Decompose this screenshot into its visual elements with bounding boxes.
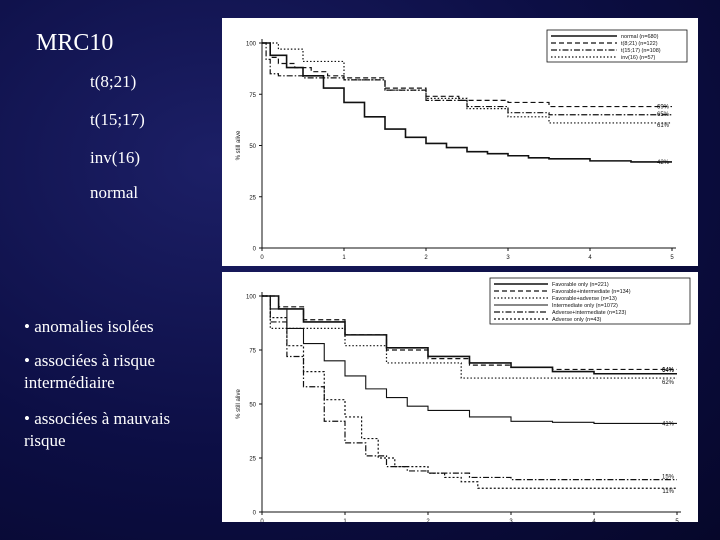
x-tick-label: 2 <box>424 255 428 261</box>
y-axis-label: % still alive <box>236 389 242 419</box>
slide-title: MRC10 <box>36 30 114 56</box>
x-tick-label: 0 <box>260 255 264 261</box>
y-tick-label: 0 <box>253 511 257 517</box>
bullet-intermediate-risk: • associées à risque intermédiaire <box>24 351 156 392</box>
legend-entry-1: Favorable only (n=221) <box>552 282 609 288</box>
y-tick-label: 0 <box>253 247 257 253</box>
survival-chart-top-panel: 0 25 50 75 100 0 1 2 3 4 5 % still alive 42% 69% 65% 61… <box>222 18 698 266</box>
x-tick-label: 3 <box>509 519 513 522</box>
x-tick-label: 0 <box>260 519 264 522</box>
group-label-inv16: inv(16) <box>90 148 141 167</box>
legend-entry-4: Intermediate only (n=1072) <box>552 303 618 309</box>
y-tick-label: 25 <box>249 457 256 463</box>
series-line-1 <box>262 42 672 163</box>
survival-chart-bottom-panel: 0 25 50 75 100 0 1 2 3 4 5% still alive 64% 64% 62% 41… <box>222 272 698 525</box>
y-tick-label: 100 <box>246 42 257 48</box>
legend-box <box>546 29 688 63</box>
series-end-label-3: 62% <box>662 380 675 386</box>
y-tick-label: 25 <box>249 195 256 201</box>
x-tick-label: 1 <box>343 519 347 522</box>
y-tick-label: 75 <box>249 349 256 355</box>
y-tick-label: 50 <box>249 403 256 409</box>
series-line-6 <box>262 295 677 489</box>
legend-entry-2: t(8;21) (n=122) <box>621 41 658 47</box>
legend-entry-6: Adverse only (n=43) <box>552 317 602 323</box>
group-label-normal: normal <box>90 183 139 202</box>
legend-entry-1: normal (n=680) <box>621 34 659 40</box>
x-tick-label: 1 <box>342 255 346 261</box>
bullet-adverse-risk: • associées à mauvais risque <box>24 409 171 450</box>
legend-entry-3: Favorable+adverse (n=13) <box>552 296 617 302</box>
series-end-label-5: 15% <box>662 475 675 481</box>
series-line-4 <box>262 295 677 424</box>
y-tick-label: 100 <box>246 295 257 301</box>
series-end-label-1: 64% <box>662 368 675 374</box>
series-line-4 <box>262 42 672 124</box>
x-tick-label: 4 <box>588 255 592 261</box>
series-end-label-2: 69% <box>657 105 670 111</box>
x-tick-label: 4 <box>592 519 596 522</box>
series-end-label-4: 61% <box>657 123 670 129</box>
bullet-isolated: • anomalies isolées <box>24 317 154 336</box>
x-tick-label: 5 <box>675 519 679 522</box>
legend-box <box>489 277 691 325</box>
series-end-label-3: 65% <box>657 112 670 118</box>
series-end-label-6: 11% <box>662 489 674 495</box>
y-tick-label: 75 <box>249 93 256 99</box>
series-line-5 <box>262 295 677 481</box>
x-tick-label: 5 <box>670 255 674 261</box>
series-end-label-1: 42% <box>657 160 670 166</box>
group-label-t15-17: t(15;17) <box>90 110 145 129</box>
series-end-label-4: 41% <box>662 421 675 427</box>
y-tick-label: 50 <box>249 144 256 150</box>
group-label-t8-21: t(8;21) <box>90 72 137 91</box>
survival-chart-top: 0 25 50 75 100 0 1 2 3 4 5 % still alive 42% 69%65% 61… <box>236 29 688 261</box>
x-tick-label: 3 <box>506 255 510 261</box>
series-line-3 <box>262 295 677 379</box>
legend-entry-2: Favorable+intermediate (n=134) <box>552 289 631 295</box>
series-end-label-2: 64% <box>662 367 675 373</box>
legend-entry-3: t(15;17) (n=108) <box>621 48 661 54</box>
y-axis-label: % still alive <box>236 130 242 160</box>
legend-entry-5: Adverse+intermediate (n=123) <box>552 310 626 316</box>
x-tick-label: 2 <box>426 519 430 522</box>
series-line-2 <box>262 295 677 371</box>
legend-entry-4: inv(16) (n=57) <box>621 55 656 61</box>
